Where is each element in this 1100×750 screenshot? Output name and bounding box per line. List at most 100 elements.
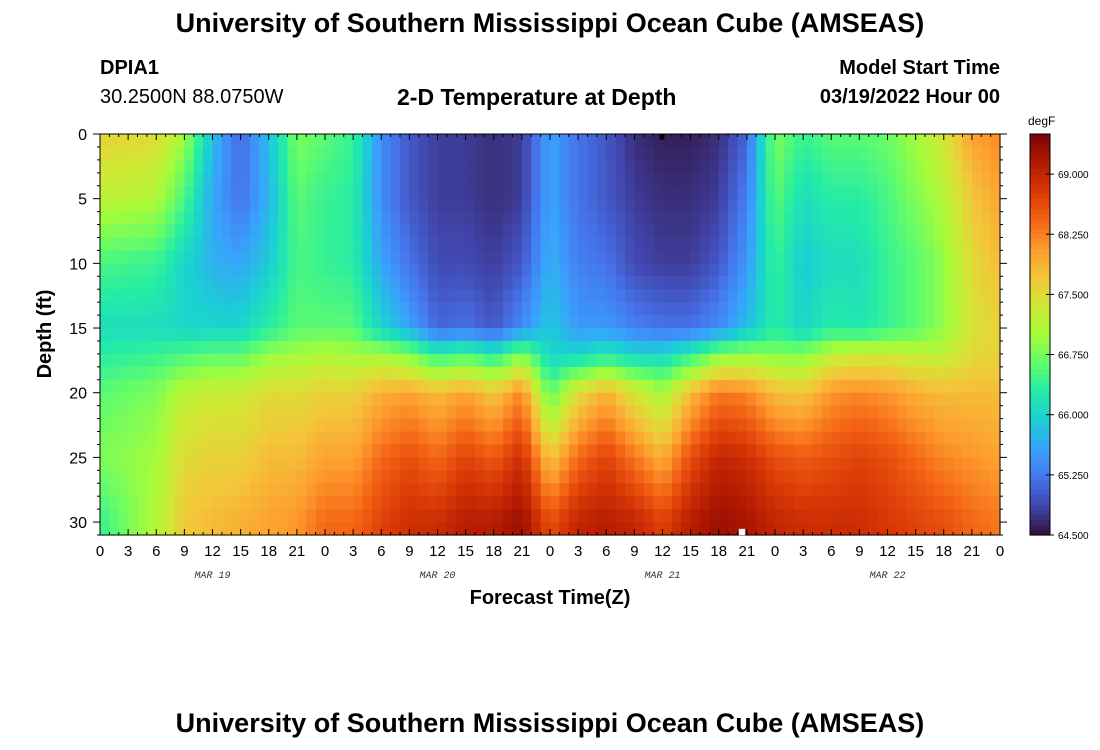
heatmap-cell	[812, 302, 823, 316]
heatmap-cell	[512, 366, 523, 381]
heatmap-cell	[240, 457, 251, 471]
heatmap-cell	[737, 198, 748, 213]
heatmap-cell	[512, 353, 523, 368]
heatmap-cell	[418, 289, 429, 303]
heatmap-cell	[409, 522, 420, 536]
heatmap-cell	[765, 418, 776, 433]
heatmap-cell	[850, 509, 860, 523]
colorbar-swatch	[1030, 344, 1050, 351]
heatmap-cell	[503, 366, 514, 381]
colorbar-swatch	[1030, 194, 1050, 200]
heatmap-cell	[700, 431, 710, 446]
heatmap-cell	[540, 263, 551, 277]
colorbar-swatch	[1030, 469, 1050, 476]
heatmap-cell	[728, 172, 739, 187]
heatmap-cell	[718, 276, 729, 290]
heatmap-cell	[784, 276, 795, 290]
heatmap-cell	[325, 340, 335, 355]
heatmap-cell	[746, 224, 757, 239]
heatmap-cell	[831, 444, 842, 458]
heatmap-cell	[643, 198, 654, 213]
heatmap-cell	[793, 172, 804, 187]
x-tick-label: 6	[377, 543, 385, 560]
heatmap-cell	[625, 211, 635, 226]
heatmap-cell	[784, 353, 795, 368]
heatmap-cell	[315, 172, 326, 187]
heatmap-cell	[962, 211, 973, 226]
heatmap-cell	[231, 134, 242, 148]
heatmap-cell	[165, 328, 176, 342]
heatmap-cell	[109, 250, 120, 264]
heatmap-cell	[615, 185, 626, 200]
colorbar-swatch	[1030, 439, 1050, 446]
heatmap-cell	[812, 224, 823, 239]
heatmap-cell	[700, 509, 710, 523]
heatmap-cell	[718, 237, 729, 252]
heatmap-cell	[756, 159, 767, 174]
heatmap-cell	[325, 457, 335, 471]
heatmap-cell	[371, 134, 382, 148]
heatmap-cell	[700, 224, 710, 239]
heatmap-cell	[634, 366, 645, 381]
heatmap-cell	[943, 483, 954, 497]
heatmap-cell	[887, 134, 898, 148]
heatmap-cell	[465, 405, 476, 420]
heatmap-cell	[953, 328, 964, 342]
heatmap-cell	[671, 172, 682, 187]
colorbar-swatch	[1030, 404, 1050, 411]
heatmap-cell	[728, 522, 739, 536]
heatmap-cell	[559, 366, 570, 381]
heatmap-cell	[615, 224, 626, 239]
heatmap-cell	[662, 185, 673, 200]
heatmap-cell	[550, 315, 560, 329]
heatmap-cell	[531, 185, 542, 200]
heatmap-cell	[137, 522, 148, 536]
heatmap-cell	[878, 353, 889, 368]
heatmap-cell	[268, 405, 279, 420]
heatmap-cell	[653, 470, 664, 484]
heatmap-cell	[325, 418, 335, 433]
heatmap-cell	[793, 418, 804, 433]
heatmap-cell	[821, 211, 832, 226]
heatmap-cell	[728, 263, 739, 277]
heatmap-cell	[887, 418, 898, 433]
heatmap-cell	[100, 379, 110, 394]
colorbar-tick-label: 64.500	[1058, 531, 1089, 542]
heatmap-cell	[550, 392, 560, 407]
heatmap-cell	[934, 263, 945, 277]
heatmap-cell	[568, 172, 579, 187]
heatmap-cell	[596, 198, 607, 213]
heatmap-cell	[109, 340, 120, 355]
x-tick-label: 12	[654, 543, 671, 560]
heatmap-cell	[831, 146, 842, 161]
heatmap-cell	[109, 353, 120, 368]
heatmap-cell	[381, 431, 392, 446]
heatmap-cell	[615, 522, 626, 536]
heatmap-cell	[409, 159, 420, 174]
heatmap-cell	[521, 444, 532, 458]
heatmap-cell	[493, 250, 504, 264]
heatmap-cell	[634, 392, 645, 407]
heatmap-cell	[728, 457, 739, 471]
heatmap-cell	[325, 224, 335, 239]
heatmap-cell	[400, 289, 410, 303]
heatmap-cell	[737, 263, 748, 277]
heatmap-cell	[906, 146, 917, 161]
heatmap-cell	[371, 185, 382, 200]
heatmap-cell	[118, 418, 129, 433]
heatmap-cell	[953, 185, 964, 200]
colorbar-swatch	[1030, 189, 1050, 195]
heatmap-cell	[512, 405, 523, 420]
heatmap-cell	[540, 366, 551, 381]
heatmap-cell	[446, 470, 457, 484]
heatmap-cell	[915, 470, 926, 484]
heatmap-cell	[250, 405, 260, 420]
heatmap-cell	[493, 366, 504, 381]
heatmap-cell	[531, 457, 542, 471]
heatmap-cell	[746, 379, 757, 394]
heatmap-cell	[250, 392, 260, 407]
heatmap-cell	[212, 224, 223, 239]
heatmap-cell	[100, 444, 110, 458]
heatmap-cell	[653, 198, 664, 213]
heatmap-cell	[812, 353, 823, 368]
